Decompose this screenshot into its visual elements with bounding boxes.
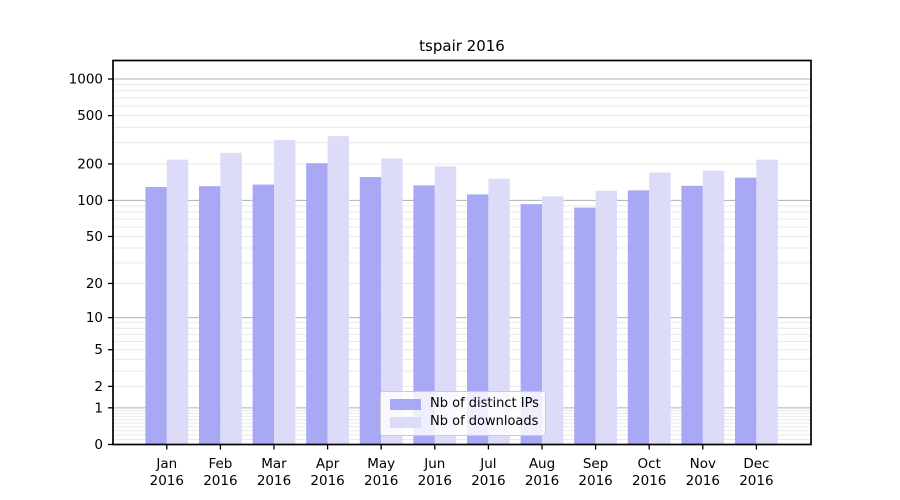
y-tick-label: 100 <box>77 193 103 209</box>
x-month-label: Dec <box>743 456 769 472</box>
x-month-label: Jun <box>423 456 445 472</box>
bar-downloads <box>274 139 296 445</box>
bar-downloads <box>702 170 725 445</box>
bar-distinct-ips <box>520 204 542 445</box>
x-month-label: Mar <box>261 456 287 472</box>
bar-distinct-ips <box>627 190 650 445</box>
bar-downloads <box>381 158 403 445</box>
x-month-label: Oct <box>638 456 661 472</box>
bar-downloads <box>488 178 510 445</box>
y-tick-label: 500 <box>77 108 103 124</box>
x-year-label: 2016 <box>150 473 184 489</box>
x-year-label: 2016 <box>257 473 291 489</box>
x-month-label: Aug <box>529 456 555 472</box>
y-tick-label: 5 <box>94 342 103 358</box>
x-month-label: Sep <box>583 456 608 472</box>
bar-distinct-ips <box>413 185 435 445</box>
bar-downloads <box>756 159 778 445</box>
y-tick-label: 20 <box>86 276 103 292</box>
bar-downloads <box>434 166 457 445</box>
y-tick-label: 0 <box>94 437 103 453</box>
legend-label-distinct-ips: Nb of distinct IPs <box>430 396 539 411</box>
bar-distinct-ips <box>199 186 221 445</box>
legend-label-downloads: Nb of downloads <box>430 414 539 429</box>
bar-distinct-ips <box>574 207 596 445</box>
axis-frame <box>112 59 812 446</box>
x-month-label: May <box>367 456 395 472</box>
x-year-label: 2016 <box>686 473 720 489</box>
y-tick-label: 200 <box>77 156 103 172</box>
y-tick-label: 1000 <box>69 72 103 88</box>
x-month-label: Feb <box>208 456 232 472</box>
x-year-label: 2016 <box>310 473 344 489</box>
chart-title: tspair 2016 <box>419 37 505 55</box>
x-month-label: Jul <box>479 456 496 472</box>
x-year-label: 2016 <box>632 473 666 489</box>
y-tick-label: 10 <box>86 310 103 326</box>
y-tick-label: 50 <box>86 229 103 245</box>
bar-distinct-ips <box>145 186 167 445</box>
y-tick-label: 2 <box>94 379 103 395</box>
bar-distinct-ips <box>681 185 703 445</box>
x-year-label: 2016 <box>364 473 398 489</box>
bar-downloads <box>166 159 189 445</box>
bar-downloads <box>649 172 671 445</box>
bar-distinct-ips <box>252 184 274 445</box>
x-year-label: 2016 <box>203 473 237 489</box>
x-year-label: 2016 <box>418 473 452 489</box>
legend-swatch-downloads <box>390 416 421 428</box>
legend-item-distinct-ips: Nb of distinct IPs <box>390 396 539 411</box>
y-tick-label: 1 <box>94 400 103 416</box>
bar-distinct-ips <box>306 163 328 445</box>
legend-swatch-distinct-ips <box>390 398 421 410</box>
bar-downloads <box>327 136 349 445</box>
bar-distinct-ips <box>735 177 757 445</box>
x-year-label: 2016 <box>471 473 505 489</box>
x-month-label: Jan <box>155 456 177 472</box>
bar-distinct-ips <box>359 177 382 445</box>
legend-item-downloads: Nb of downloads <box>390 414 539 429</box>
bar-downloads <box>595 190 617 445</box>
bar-distinct-ips <box>467 194 489 445</box>
x-month-label: Apr <box>316 456 340 472</box>
legend: Nb of distinct IPs Nb of downloads <box>380 391 546 436</box>
bar-downloads <box>542 196 564 445</box>
bar-downloads <box>220 152 242 445</box>
x-year-label: 2016 <box>578 473 612 489</box>
x-year-label: 2016 <box>739 473 773 489</box>
x-month-label: Nov <box>690 456 716 472</box>
x-year-label: 2016 <box>525 473 559 489</box>
